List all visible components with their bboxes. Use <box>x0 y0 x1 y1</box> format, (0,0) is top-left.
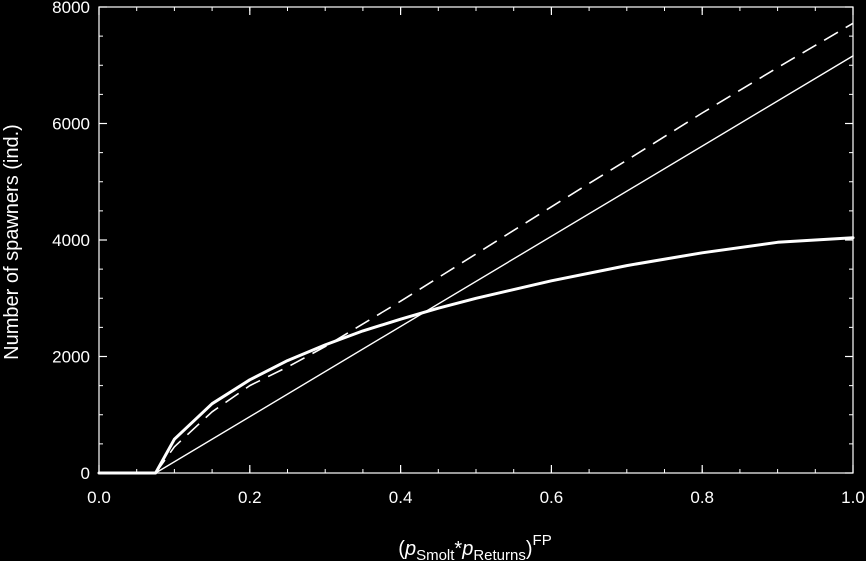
y-tick-label: 6000 <box>52 115 90 134</box>
x-tick-label: 0.8 <box>690 488 714 507</box>
x-tick-label: 0.4 <box>389 488 413 507</box>
x-label-sup: FP <box>533 532 552 549</box>
series-group <box>97 22 855 475</box>
y-tick-label: 8000 <box>52 0 90 17</box>
y-tick-label: 2000 <box>52 348 90 367</box>
x-tick-label: 0.2 <box>238 488 262 507</box>
y-axis-label: Number of spawners (ind.) <box>1 124 23 360</box>
x-tick-label: 0.6 <box>540 488 564 507</box>
x-tick-label: 1.0 <box>841 488 865 507</box>
x-tick-label: 0.0 <box>87 488 111 507</box>
x-label-p2: p <box>461 538 473 560</box>
x-label-suffix: ) <box>526 538 533 560</box>
series-line-dashed <box>154 22 854 474</box>
x-label-p2-sub: Returns <box>473 547 526 561</box>
y-tick-label: 0 <box>81 464 90 483</box>
x-label-prefix: ( <box>398 538 405 560</box>
series-line-solid-thick <box>97 236 855 475</box>
x-label-p1-sub: Smolt <box>416 547 455 561</box>
ticks: 0.0 0.2 0.4 0.6 0.8 1.0 0 2000 4000 6000 8000 <box>52 0 865 507</box>
series-line-solid-thin <box>154 55 854 474</box>
y-tick-label: 4000 <box>52 231 90 250</box>
x-axis-label: (pSmolt*pReturns)FP <box>398 532 551 561</box>
x-label-p1: p <box>404 538 416 560</box>
x-label-op: * <box>454 538 462 560</box>
